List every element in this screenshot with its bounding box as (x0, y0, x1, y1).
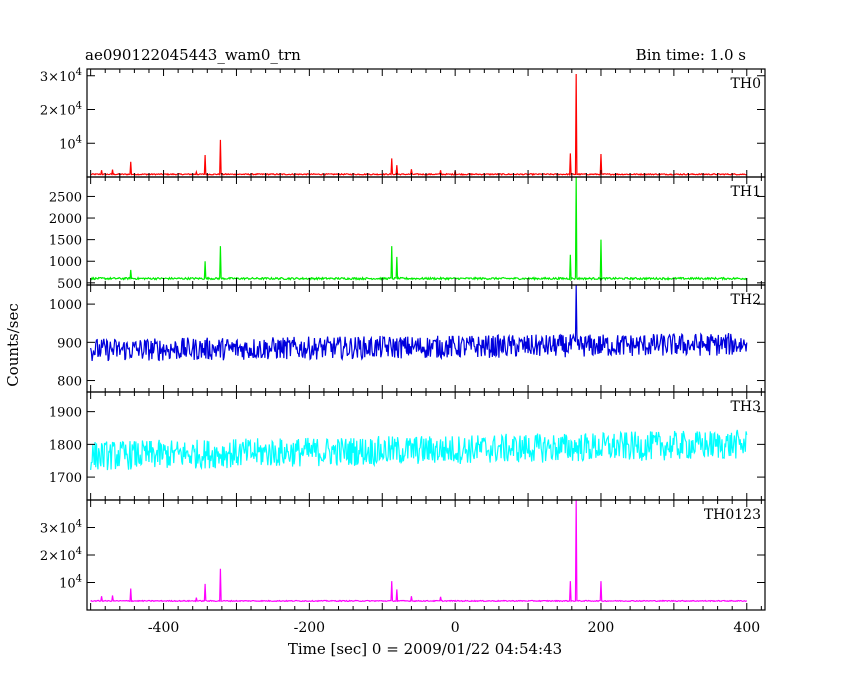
series-th1-line (90, 177, 748, 282)
y-tick-label: 2×104 (40, 546, 82, 564)
x-tick-label: 200 (588, 620, 615, 636)
panel-th1: 500 1000 1500 2000 2500 TH1 (49, 176, 766, 292)
panel-frame (86, 68, 766, 178)
panel-frame (86, 176, 766, 286)
panel-label: TH0123 (704, 507, 761, 523)
series-th0-line (90, 74, 747, 177)
panel-frame (86, 499, 766, 611)
y-tick-label: 1000 (49, 298, 82, 313)
y-tick-label: 900 (57, 336, 82, 351)
panel-label: TH2 (731, 292, 761, 308)
y-tick-label: 3×104 (40, 67, 82, 85)
x-tick-label: -200 (294, 620, 325, 636)
panel-label: TH0 (731, 76, 761, 92)
panel-th3: 1700 1800 1900 TH3 (49, 391, 766, 501)
y-tick-label: 800 (57, 375, 82, 390)
y-tick-label: 104 (59, 134, 82, 152)
panel-th2: 800 900 1000 TH2 (49, 284, 766, 393)
series-th2-line (90, 285, 748, 362)
y-tick-label: 1000 (49, 255, 82, 270)
panel-th0123: 104 2×104 3×104 TH0123 (40, 499, 766, 611)
y-tick-label: 1500 (49, 234, 82, 249)
y-tick-label: 1700 (49, 471, 82, 486)
y-tick-label: 2500 (49, 190, 82, 205)
x-tick-label: -400 (148, 620, 179, 636)
series-th3-line (90, 429, 748, 471)
y-tick-label: 3×104 (40, 519, 82, 537)
bin-time-label: Bin time: 1.0 s (636, 46, 746, 64)
panel-label: TH3 (731, 399, 761, 415)
y-tick-label: 500 (57, 277, 82, 292)
panel-th0: 104 2×104 3×104 TH0 (40, 67, 766, 178)
y-tick-label: 1800 (49, 438, 82, 453)
y-tick-label: 1900 (49, 406, 82, 421)
y-axis-label: Counts/sec (4, 303, 22, 387)
y-tick-label: 2000 (49, 212, 82, 227)
chart-title: ae090122045443_wam0_trn (85, 46, 301, 64)
x-tick-label: 400 (733, 620, 760, 636)
y-tick-label: 2×104 (40, 101, 82, 119)
panel-label: TH1 (731, 184, 761, 200)
series-th0123-line (90, 500, 748, 603)
y-tick-label: 104 (59, 574, 82, 592)
x-tick-label: 0 (451, 620, 460, 636)
x-axis-label: Time [sec] 0 = 2009/01/22 04:54:43 (288, 640, 562, 658)
